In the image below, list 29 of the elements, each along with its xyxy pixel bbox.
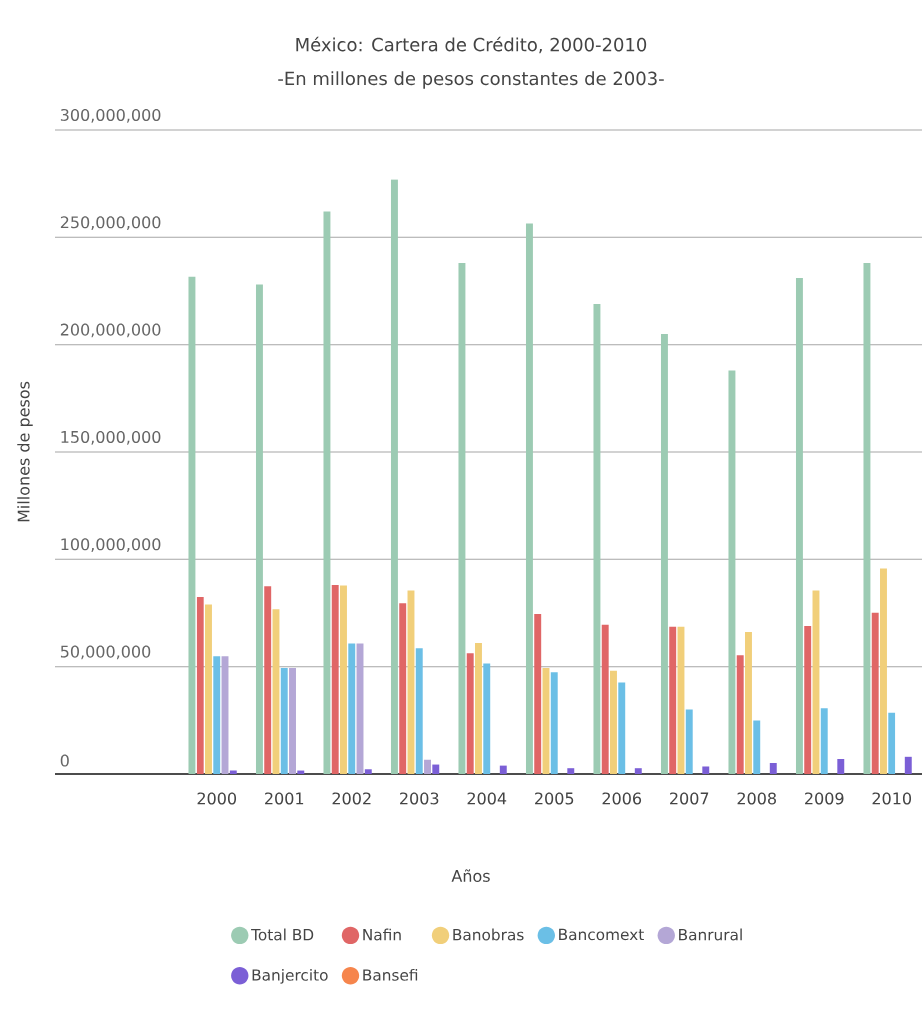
x-tick-label: 2005 — [535, 792, 574, 805]
x-axis-title: Años — [451, 869, 490, 882]
legend-label: Bansefi — [363, 968, 418, 981]
y-tick-label: 250,000,000 — [60, 216, 161, 230]
legend-label: Banobras — [453, 928, 524, 941]
x-tick-label: 2003 — [400, 792, 439, 805]
x-tick-label: 2010 — [872, 792, 912, 805]
chart-subtitle: -En millones de pesos constantes de 2003- — [278, 71, 664, 89]
y-tick-label: 100,000,000 — [61, 538, 161, 552]
x-tick-label: 2007 — [670, 792, 709, 805]
x-tick-label: 2009 — [805, 792, 844, 805]
x-tick-label: 2008 — [737, 792, 776, 805]
legend-label: Nafin — [363, 928, 401, 941]
x-tick-label: 2006 — [602, 792, 642, 805]
chart-title: México: Cartera de Crédito, 2000-2010 — [296, 36, 647, 54]
y-tick-label: 50,000,000 — [60, 645, 151, 660]
x-tick-label: 2000 — [197, 792, 237, 805]
y-tick-label: 150,000,000 — [61, 430, 161, 445]
legend-label: Banrural — [679, 928, 742, 941]
legend-label: Bancomext — [559, 928, 644, 941]
legend-label: Banjercito — [252, 968, 328, 984]
y-tick-label: 300,000,000 — [60, 108, 161, 123]
y-axis-title: Millones de pesos — [17, 381, 33, 522]
y-tick-label: 200,000,000 — [60, 323, 161, 338]
x-tick-label: 2002 — [332, 792, 371, 805]
y-tick-label: 0 — [60, 754, 69, 767]
legend-label: Total BD — [251, 928, 314, 941]
x-tick-label: 2001 — [265, 792, 304, 805]
x-tick-label: 2004 — [467, 792, 507, 805]
